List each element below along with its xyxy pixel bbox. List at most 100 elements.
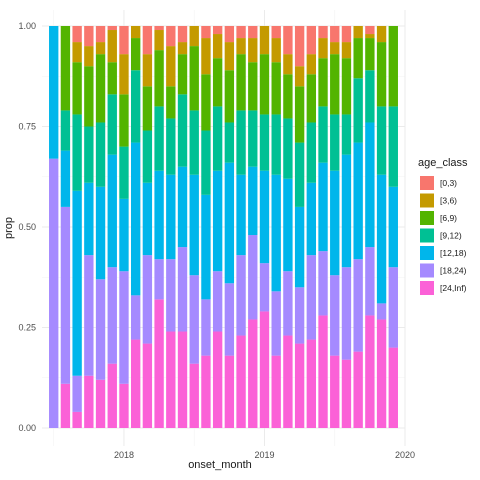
bar-segment [84,26,94,47]
legend-label: [24,Inf) [440,283,467,293]
bar-segment [130,26,141,39]
bar-segment [212,34,223,59]
bar-segment [236,54,246,111]
bar-segment [166,26,176,47]
y-tick-label: 0.50 [18,222,36,232]
bar-segment [119,94,129,147]
x-tick-label: 2019 [254,450,274,460]
bar-segment [365,70,375,123]
bar-segment [294,206,305,288]
bar-segment [318,38,328,59]
bar-segment [330,275,340,356]
bar-segment [154,259,164,300]
bar-segment [283,118,293,179]
bar-segment [294,287,305,344]
bar-segment [341,114,352,155]
legend-label: [3,6) [440,196,457,206]
bar-segment [142,54,153,87]
bar-segment [259,114,270,171]
bar-segment [330,54,340,115]
bar-segment [224,283,235,356]
legend-swatch [420,211,434,225]
bar-segment [330,26,340,43]
bar-segment [353,142,363,260]
bar-segment [248,166,258,236]
bar-segment [259,170,270,264]
bar-segment [154,170,164,260]
bar-segment [365,34,375,39]
bar-segment [376,42,387,107]
bar-segment [224,162,235,284]
bar-segment [259,263,270,312]
bar-segment [107,154,117,268]
bar-segment [60,26,71,111]
y-tick-label: 0.75 [18,122,36,132]
bar-segment [166,118,176,175]
bar-segment [212,26,223,35]
bar-segment [166,86,176,119]
bars-layer [49,26,398,428]
bar-segment [353,351,363,428]
legend-swatch [420,228,434,243]
bar-segment [271,355,281,428]
bar-segment [177,331,188,428]
bar-segment [189,275,199,364]
y-axis-title: prop [3,217,15,239]
bar-segment [283,26,293,55]
bar-segment [224,70,235,123]
bar-segment [318,26,328,39]
y-axis-ticks: 0.00 0.25 0.50 0.75 1.00 [18,21,36,433]
bar-segment [365,247,375,316]
x-tick-label: 2020 [395,450,415,460]
legend: age_class [0,3) [3,6) [6,9) [9,12) [12,18) [1… [418,157,468,295]
bar-segment [365,38,375,71]
y-tick-label: 0.00 [18,423,36,433]
bar-segment [72,190,82,376]
legend-label: [0,3) [440,178,457,188]
bar-segment [130,142,141,296]
bar-segment [95,379,106,428]
bar-segment [388,347,398,428]
bar-segment [248,62,258,111]
bar-segment [212,106,223,171]
bar-segment [271,38,281,63]
bar-segment [212,170,223,272]
bar-segment [341,26,352,43]
bar-segment [388,26,398,107]
bar-segment [212,331,223,428]
bar-segment [388,106,398,187]
bar-segment [259,54,270,115]
bar-segment [119,146,129,199]
bar-segment [318,106,328,163]
legend-swatch [420,281,434,295]
bar-segment [60,383,71,428]
bar-segment [142,182,153,256]
bar-segment [154,26,164,31]
bar-segment [72,26,82,43]
bar-segment [119,271,129,384]
bar-segment [294,86,305,143]
bar-segment [142,343,153,428]
bar-segment [271,174,281,292]
bar-segment [49,158,59,428]
bar-segment [107,30,117,63]
bar-segment [84,255,94,376]
bar-segment [236,255,246,336]
bar-segment [353,259,363,352]
bar-segment [330,355,340,428]
bar-segment [318,58,328,107]
bar-segment [271,26,281,39]
bar-segment [341,42,352,59]
bar-segment [130,70,141,143]
legend-swatch [420,176,434,190]
bar-segment [306,122,317,183]
x-axis-title: onset_month [188,459,252,471]
legend-label: [9,12) [440,231,462,241]
bar-segment [107,26,117,31]
bar-segment [142,255,153,344]
bar-segment [177,247,188,332]
bar-segment [177,42,188,55]
bar-segment [201,194,211,300]
bar-segment [248,110,258,167]
bar-segment [353,26,363,39]
